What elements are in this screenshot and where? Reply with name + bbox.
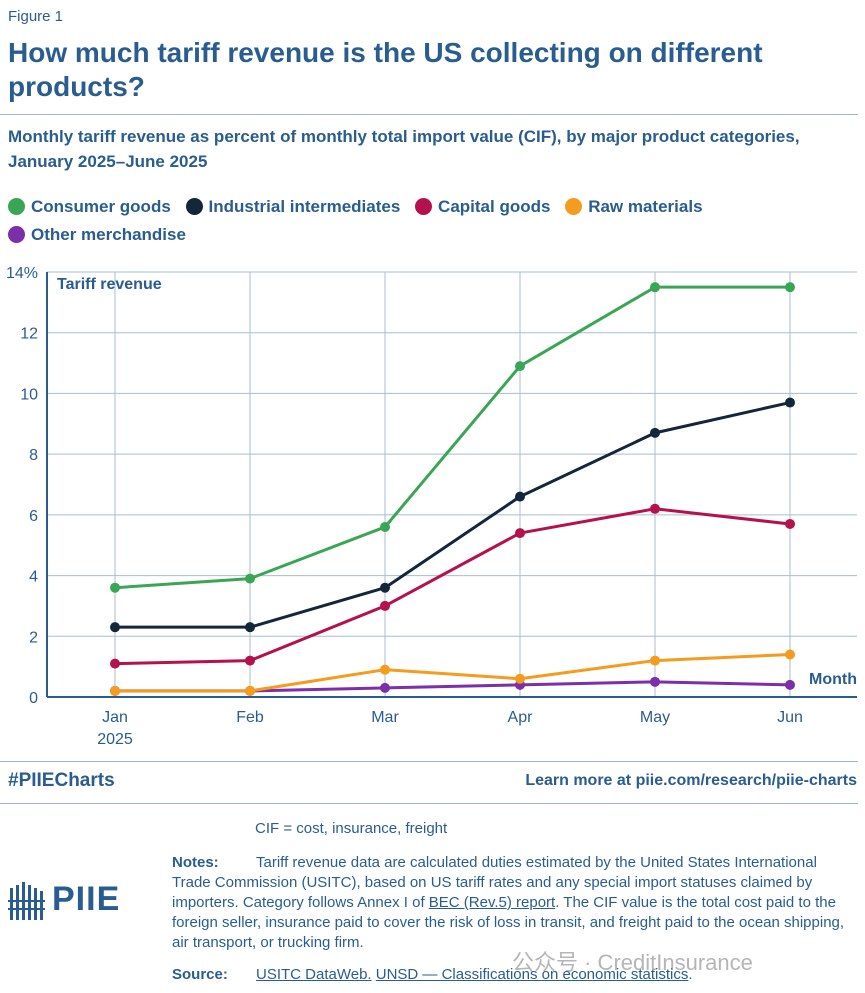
notes-text: Tariff revenue data are calculated dutie… <box>172 854 817 911</box>
legend-label: Raw materials <box>588 197 703 216</box>
x-tick-label: Mar <box>371 709 399 726</box>
legend-item-consumer-goods: Consumer goods <box>8 193 171 221</box>
x-tick-sublabel: 2025 <box>97 731 133 748</box>
y-tick-label: 12 <box>20 326 38 343</box>
source-end: . <box>688 966 693 983</box>
data-point-raw-materials <box>245 685 255 696</box>
data-point-industrial-intermediates <box>380 582 390 593</box>
data-point-capital-goods <box>245 655 255 666</box>
y-tick-label: 2 <box>29 629 38 646</box>
data-point-industrial-intermediates <box>515 491 525 502</box>
series-line-capital-goods <box>114 507 791 666</box>
figure-label: Figure 1 <box>8 8 64 25</box>
legend-label: Consumer goods <box>31 197 171 216</box>
x-tick-label: Jan <box>102 709 128 726</box>
legend-label: Other merchandise <box>31 225 186 244</box>
data-point-consumer-goods <box>245 573 255 584</box>
notes-label: Notes: <box>172 854 219 871</box>
data-point-other-merchandise <box>380 682 390 693</box>
legend: Consumer goods Industrial intermediates … <box>8 193 853 249</box>
legend-item-raw-materials: Raw materials <box>565 193 703 221</box>
legend-swatch <box>185 198 203 215</box>
usitc-dataweb-link[interactable]: USITC DataWeb. <box>256 966 372 983</box>
x-tick-label: Apr <box>508 709 534 726</box>
learn-more-link[interactable]: Learn more at piie.com/research/piie-cha… <box>525 772 857 789</box>
legend-item-other-merchandise: Other merchandise <box>8 221 186 249</box>
bec-report-link[interactable]: BEC (Rev.5) report <box>428 894 556 911</box>
y-tick-label: 0 <box>29 690 38 707</box>
x-tick-label: Feb <box>236 709 264 726</box>
x-tick-label: May <box>640 709 670 726</box>
piie-logo-text: PIIE <box>52 880 121 918</box>
data-point-industrial-intermediates <box>245 622 255 633</box>
hashtag: #PIIECharts <box>8 770 115 791</box>
divider <box>0 114 858 115</box>
chart-subtitle: Monthly tariff revenue as percent of mon… <box>8 127 800 171</box>
y-tick-label: 8 <box>29 447 38 464</box>
data-point-consumer-goods <box>110 582 120 593</box>
data-point-raw-materials <box>650 655 660 666</box>
data-point-capital-goods <box>515 528 525 539</box>
watermark: 公众号 · CreditInsurance <box>512 950 753 975</box>
legend-swatch <box>8 198 25 215</box>
data-point-raw-materials <box>515 673 525 684</box>
data-point-consumer-goods <box>515 361 525 372</box>
data-point-raw-materials <box>380 664 390 675</box>
series-line-industrial-intermediates <box>115 401 791 629</box>
piie-logo <box>8 880 123 925</box>
series-line-raw-materials <box>115 653 791 693</box>
data-point-consumer-goods <box>380 522 390 532</box>
legend-item-industrial-intermediates: Industrial intermediates <box>185 193 401 221</box>
divider <box>0 803 858 804</box>
line-chart: 0 2 4 6 8 10 12 14% Jan 2025 Feb Mar Apr May Jun Tariff… <box>6 265 857 748</box>
legend-item-capital-goods: Capital goods <box>415 193 550 221</box>
source-label: Source: <box>172 966 228 983</box>
divider <box>0 761 858 762</box>
y-axis-label: Tariff revenue <box>57 276 162 293</box>
source: Source: USITC DataWeb. UNSD — Classificat… <box>172 966 857 983</box>
data-point-other-merchandise <box>785 679 795 690</box>
legend-label: Industrial intermediates <box>208 197 401 216</box>
data-point-raw-materials <box>785 649 795 660</box>
y-tick-label: 10 <box>20 386 38 403</box>
legend-swatch <box>565 198 583 215</box>
data-point-consumer-goods <box>650 282 660 293</box>
cif-note: CIF = cost, insurance, freight <box>255 820 448 837</box>
series-line-consumer-goods <box>114 285 790 590</box>
y-tick-label: 14% <box>6 265 38 282</box>
notes-text-end: . The CIF value is the total cost paid t… <box>172 894 845 951</box>
data-point-capital-goods <box>380 600 390 611</box>
data-point-capital-goods <box>650 503 660 514</box>
data-point-capital-goods <box>785 518 795 529</box>
data-point-industrial-intermediates <box>650 427 660 438</box>
legend-label: Capital goods <box>438 197 551 216</box>
data-point-industrial-intermediates <box>110 622 120 633</box>
piie-logo-icon <box>8 882 45 920</box>
x-axis-label: Month <box>809 671 857 688</box>
unsd-classifications-link[interactable]: UNSD — Classifications on economic stati… <box>375 966 689 983</box>
legend-swatch <box>8 226 25 243</box>
data-point-raw-materials <box>110 685 120 696</box>
data-point-capital-goods <box>110 658 120 669</box>
y-tick-label: 6 <box>29 508 38 525</box>
x-tick-label: Jun <box>777 709 803 726</box>
notes: Notes: Tariff revenue data are calculated… <box>172 853 857 953</box>
data-point-other-merchandise <box>650 676 660 687</box>
y-tick-label: 4 <box>29 569 38 586</box>
legend-swatch <box>415 198 433 215</box>
data-point-industrial-intermediates <box>785 397 795 408</box>
data-point-consumer-goods <box>785 282 795 293</box>
chart-title: How much tariff revenue is the US collec… <box>8 37 763 102</box>
